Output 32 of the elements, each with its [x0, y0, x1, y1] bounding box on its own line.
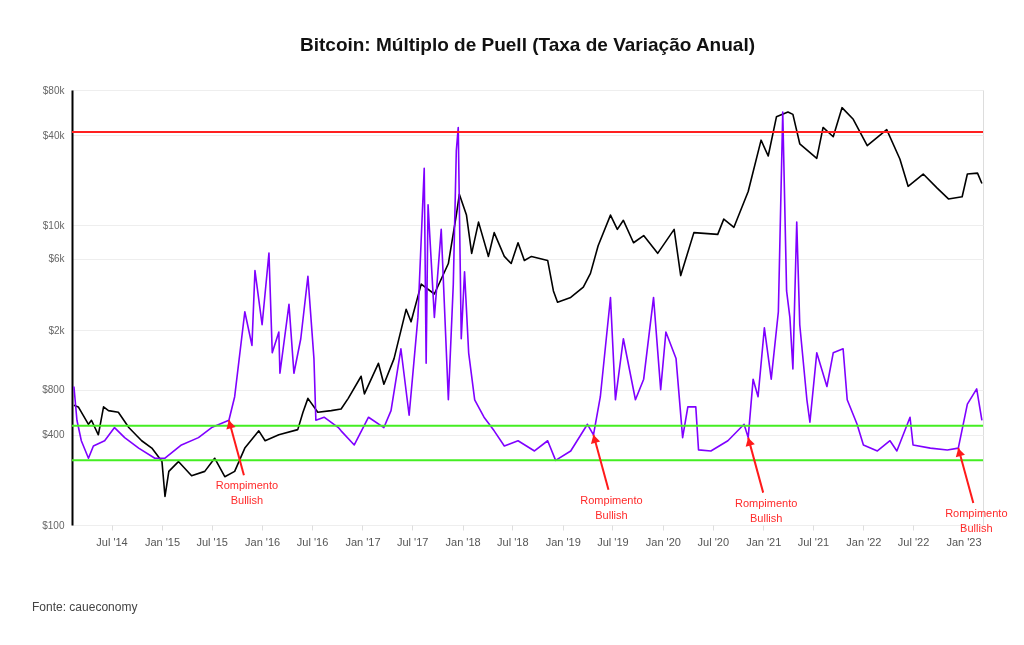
source-note: Fonte: caueconomy	[32, 600, 138, 614]
x-tick-label: Jul '19	[597, 535, 629, 548]
x-tick-label: Jul '18	[497, 535, 529, 548]
annotation: Rompimento Bullish	[735, 496, 798, 524]
x-tick-label: Jan '15	[144, 535, 181, 548]
x-tick-label: Jan '17	[345, 535, 381, 548]
x-tick-label: Jul '20	[697, 535, 730, 548]
x-tick-label: Jan '21	[746, 535, 782, 548]
annotation: Rompimento Bullish	[580, 493, 643, 521]
annotation: Rompimento Bullish	[945, 507, 1008, 535]
x-tick-label: Jan '16	[245, 535, 281, 548]
y-tick-label: $800	[42, 384, 65, 396]
y-tick-label: $40k	[42, 129, 66, 141]
x-tick-label: Jul '17	[396, 535, 429, 548]
x-tick-label: Jan '23	[946, 535, 982, 548]
x-tick-label: Jul '16	[296, 535, 329, 548]
y-tick-label: $400	[42, 429, 65, 441]
y-tick-label: $100	[42, 519, 65, 531]
y-tick-label: $80k	[42, 84, 66, 96]
x-tick-label: Jan '22	[846, 535, 882, 548]
y-tick-label: $2k	[48, 324, 66, 336]
x-tick-label: Jul '21	[797, 535, 830, 548]
annotation: Rompimento Bullish	[215, 479, 279, 507]
x-tick-label: Jul '22	[897, 535, 930, 548]
chart-title: Bitcoin: Múltiplo de Puell (Taxa de Variação Anual)	[299, 34, 756, 55]
x-tick-label: Jan '20	[645, 535, 681, 548]
x-tick-label: Jul '15	[196, 535, 228, 548]
x-tick-label: Jul '14	[96, 535, 128, 548]
x-tick-label: Jan '19	[545, 535, 581, 548]
y-tick-label: $6k	[48, 253, 66, 265]
y-tick-label: $10k	[42, 219, 66, 231]
x-tick-label: Jan '18	[445, 535, 481, 548]
